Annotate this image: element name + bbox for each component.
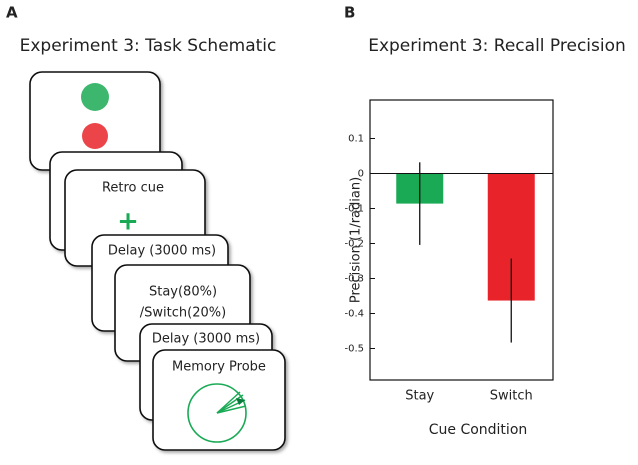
dot-cluster-green (81, 83, 109, 111)
bar-chart: B Experiment 3: Recall Precision Cue Condi… (344, 4, 626, 439)
y-tick-label: -0.3 (344, 274, 364, 285)
probe-circle (187, 383, 247, 443)
dot-cluster-red (82, 123, 108, 149)
y-axis-label: Precision (1/radian) (349, 177, 364, 303)
chart-title: Experiment 3: Recall Precision (368, 36, 626, 56)
x-axis-label: Cue Condition (429, 422, 528, 438)
card-text: Memory Probe (172, 360, 266, 375)
fixation-cross: + (117, 207, 139, 237)
panel-label: B (344, 4, 355, 22)
probe-arrow (236, 398, 245, 405)
plot-frame (369, 99, 554, 381)
card-text: Delay (3000 ms) (108, 244, 216, 259)
y-tick-label: -0.2 (344, 239, 364, 250)
x-tick-label: Stay (405, 389, 434, 404)
y-tick-label: 0.1 (348, 134, 364, 145)
cards (29, 71, 286, 451)
x-tick-label: Switch (490, 389, 533, 404)
y-tick-label: -0.5 (344, 344, 364, 355)
y-tick-label: 0 (358, 169, 364, 180)
card-text: Retro cue (102, 181, 164, 196)
card-text: Stay(80%) (149, 285, 217, 300)
card-text: /Switch(20%) (140, 306, 226, 321)
y-tick-label: -0.1 (344, 204, 364, 215)
panel-label: A (6, 4, 18, 22)
card-text: Delay (3000 ms) (152, 332, 260, 347)
dots (81, 83, 109, 149)
card (152, 349, 286, 451)
y-tick-label: -0.4 (344, 309, 364, 320)
panel-title: Experiment 3: Task Schematic (20, 36, 277, 56)
